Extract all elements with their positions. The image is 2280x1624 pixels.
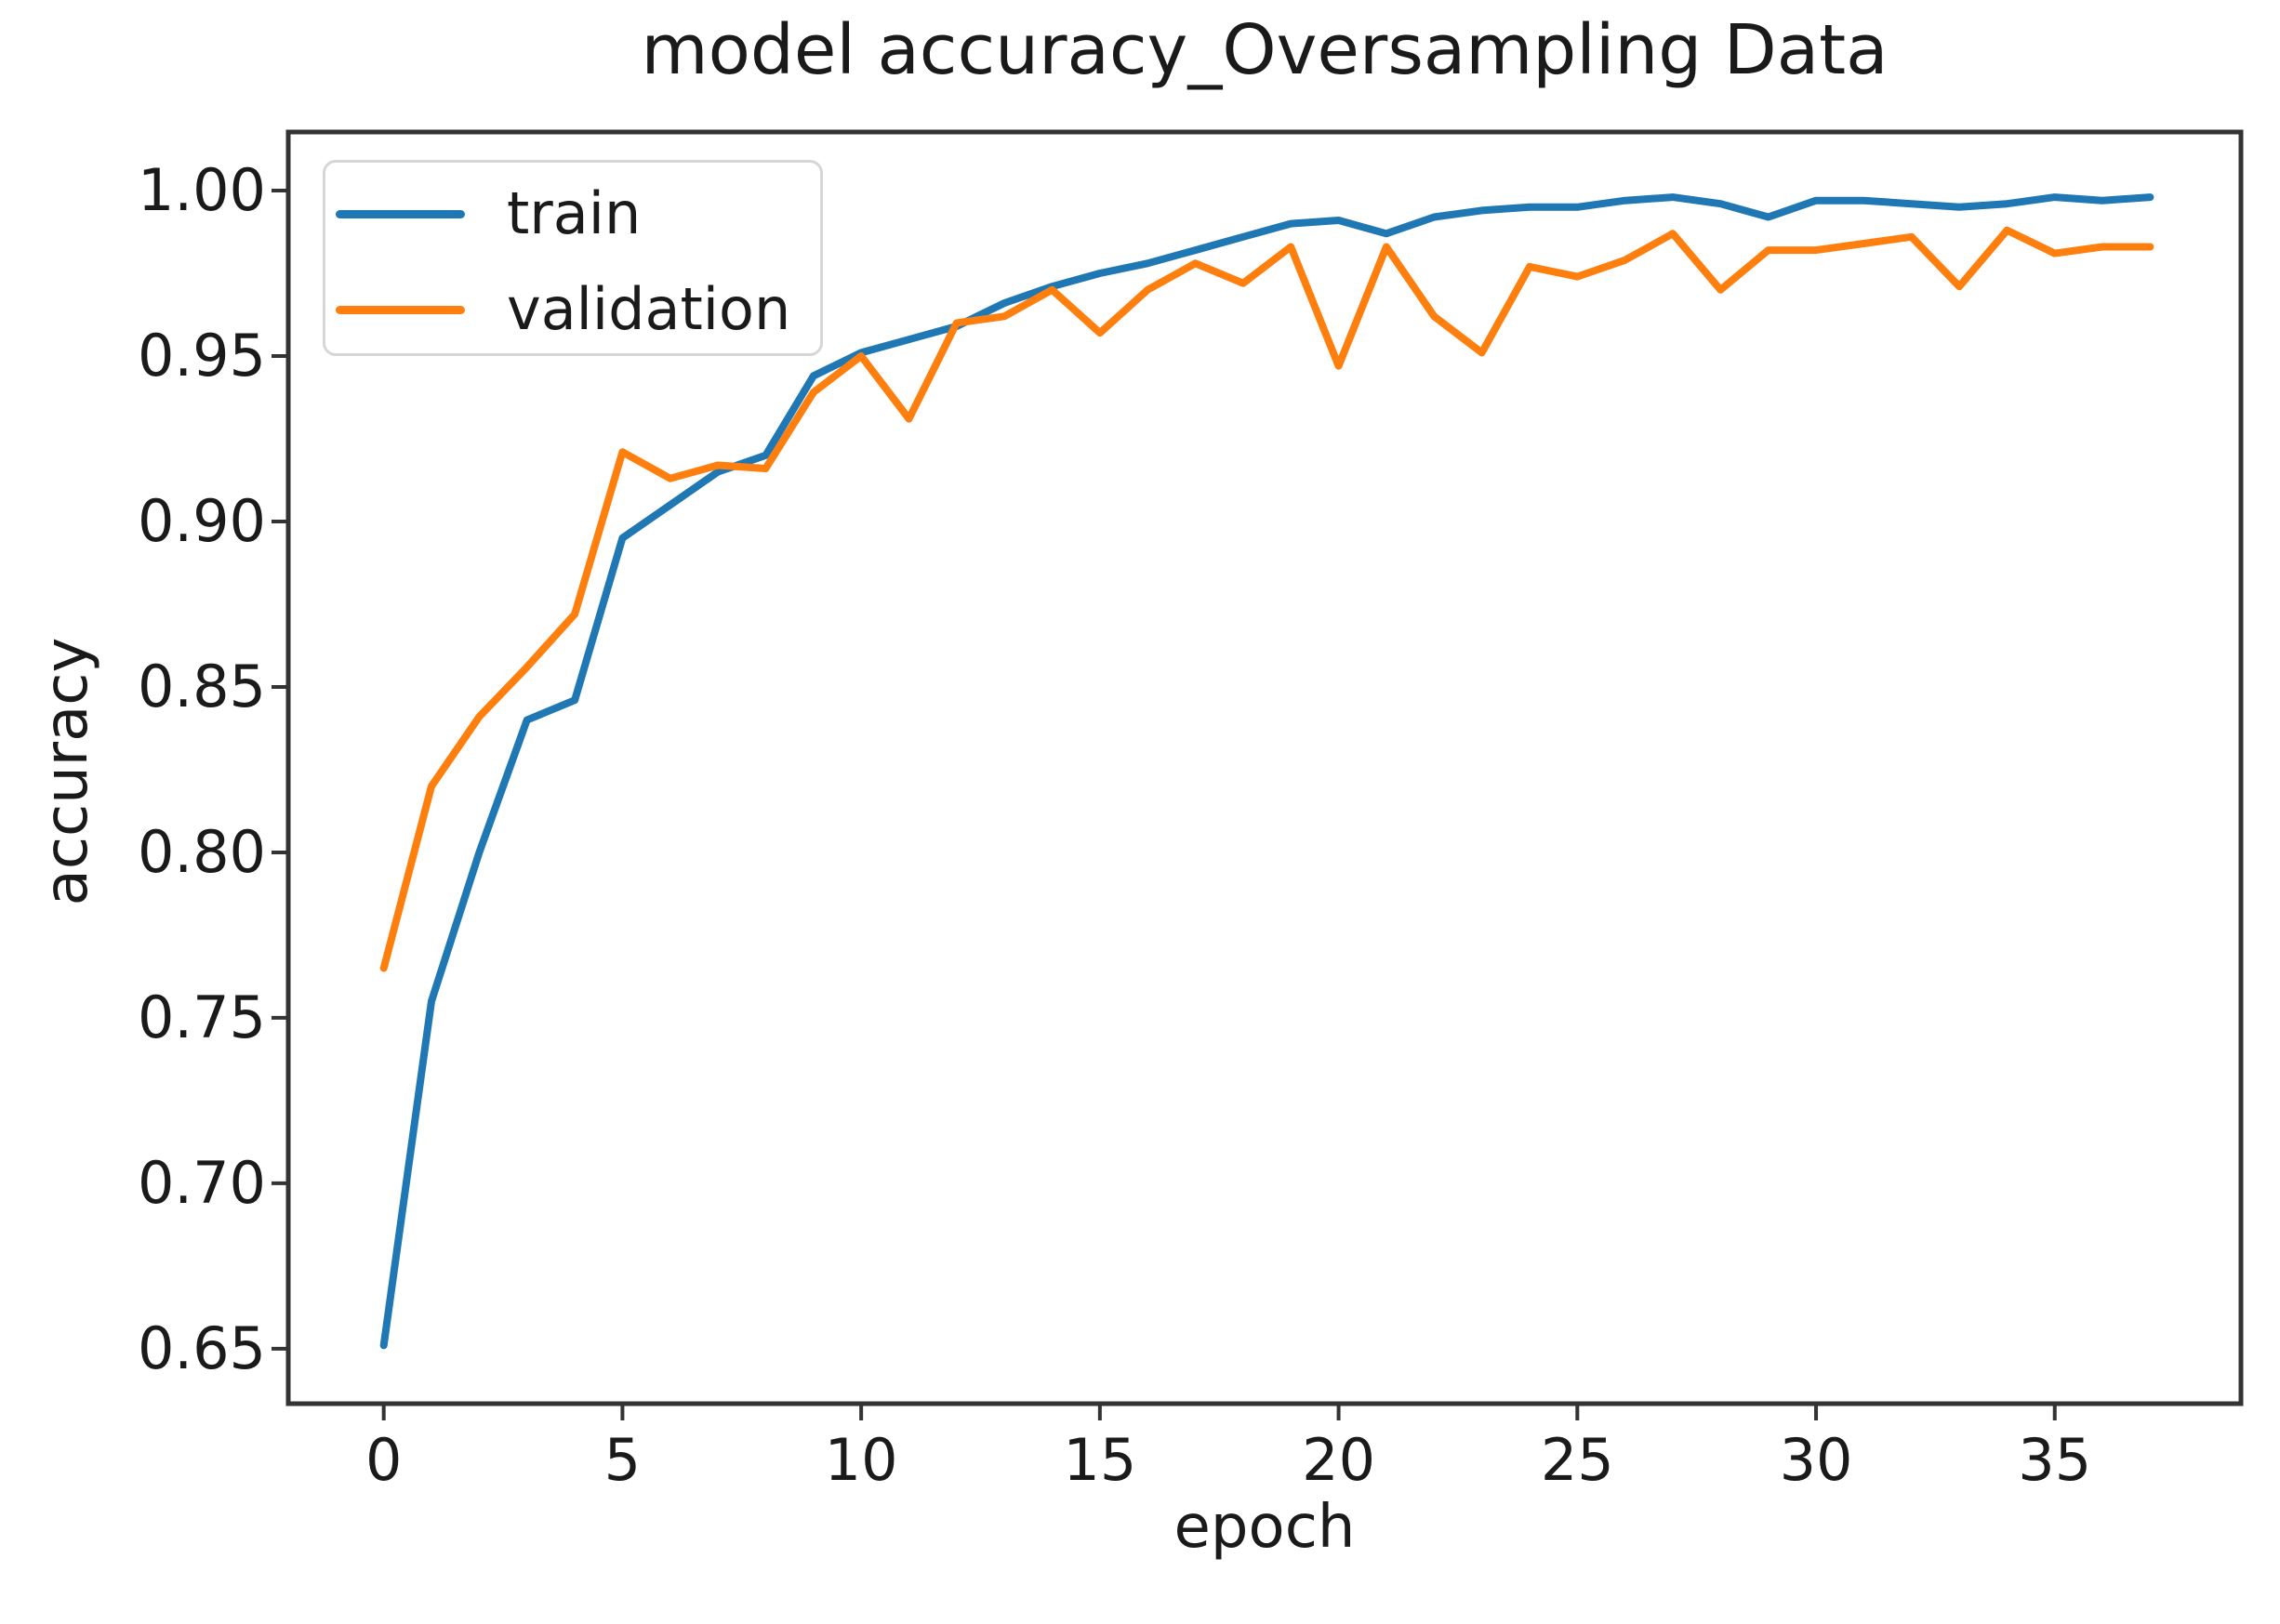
y-tick-label: 0.95 <box>137 321 266 389</box>
legend-swatch-train <box>336 209 465 218</box>
y-tick-label: 0.75 <box>137 983 266 1051</box>
legend-swatch-validation <box>336 305 465 314</box>
y-tick-label: 1.00 <box>137 156 266 224</box>
x-tick-label: 30 <box>1779 1426 1853 1494</box>
x-tick-label: 35 <box>2018 1426 2092 1494</box>
x-axis-label: epoch <box>1173 1493 1356 1562</box>
y-tick-label: 0.90 <box>137 486 266 555</box>
legend-label-validation: validation <box>507 275 791 343</box>
axes-spines <box>285 129 2244 1406</box>
train-line <box>379 193 2154 1350</box>
y-tick-label: 0.85 <box>137 652 266 720</box>
x-tick-label: 0 <box>365 1426 403 1494</box>
chart-title: model accuracy_Oversampling Data <box>641 10 1889 90</box>
x-tick-label: 15 <box>1063 1426 1137 1494</box>
y-tick-label: 0.80 <box>137 817 266 886</box>
validation-line <box>379 226 2154 972</box>
x-tick-label: 25 <box>1540 1426 1614 1494</box>
x-tick-label: 10 <box>824 1426 898 1494</box>
legend-item-validation: validation <box>325 279 790 340</box>
legend: train validation <box>323 160 823 356</box>
y-tick-label: 0.70 <box>137 1148 266 1217</box>
x-tick-label: 5 <box>603 1426 642 1494</box>
legend-item-train: train <box>325 183 641 244</box>
x-tick-label: 20 <box>1302 1426 1376 1494</box>
legend-label-train: train <box>507 179 642 247</box>
y-tick-label: 0.65 <box>137 1314 266 1382</box>
